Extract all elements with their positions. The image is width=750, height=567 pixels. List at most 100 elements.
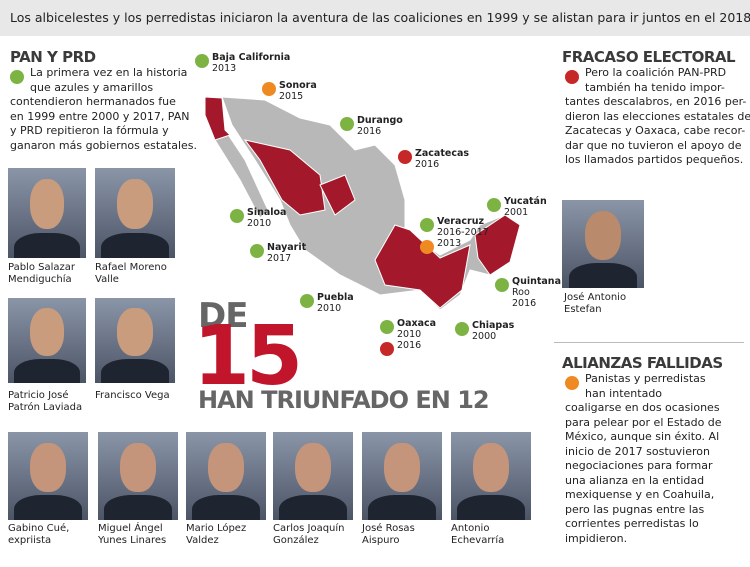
portrait-suit [368, 495, 436, 520]
portrait-face [117, 308, 153, 356]
portrait-face [120, 442, 156, 492]
portrait-face [584, 210, 622, 260]
person-name: José Antonio [564, 292, 627, 303]
map-won-state [474, 214, 521, 276]
portrait [362, 432, 442, 520]
portrait [95, 168, 175, 258]
result-icon [380, 320, 394, 334]
paragraph-line: los llamados partidos pequeños. [565, 153, 744, 166]
person-name: Valdez [186, 535, 219, 546]
portrait [186, 432, 266, 520]
person-name: Francisco Vega [95, 390, 170, 401]
state-name: Yucatán [504, 196, 547, 207]
portrait [95, 298, 175, 383]
paragraph-line: en 1999 entre 2000 y 2017, PAN [10, 109, 190, 123]
state-year: 2013 [212, 63, 237, 74]
paragraph-line: La primera vez en la historia [30, 66, 188, 79]
paragraph-line: que azules y amarillos [30, 80, 154, 94]
state-name: Nayarit [267, 242, 307, 253]
person-name: Gabino Cué, [8, 523, 70, 534]
paragraph-line: mexiquense y en Coahuila, [565, 488, 715, 501]
person-name: Patricio José [8, 390, 69, 401]
paragraph-line: dar que no tuvieron el apoyo de [565, 138, 742, 152]
portrait-face [295, 442, 331, 492]
portrait-suit [568, 263, 638, 288]
portrait-suit [279, 495, 347, 520]
handshake-icon [10, 70, 24, 84]
map-won-state [319, 174, 356, 216]
person-name: Antonio [451, 523, 490, 534]
loss-icon [565, 70, 579, 84]
portrait-face [29, 308, 65, 356]
paragraph-line: pero las pugnas entre las [565, 502, 705, 516]
portrait-suit [104, 495, 172, 520]
result-icon [495, 278, 509, 292]
right-heading-2: ALIANZAS FALLIDAS [562, 354, 723, 372]
divider [554, 342, 744, 343]
state-name: Veracruz [437, 216, 484, 227]
portrait [451, 432, 531, 520]
right-heading: FRACASO ELECTORAL [562, 48, 736, 66]
paragraph-line: inicio de 2017 sostuvieron [565, 444, 710, 458]
map-won-state [204, 96, 231, 141]
portrait [8, 168, 86, 258]
state-year: 2016 [512, 298, 537, 309]
state-year: 2001 [504, 207, 529, 218]
result-icon [195, 54, 209, 68]
state-name: Puebla [317, 292, 354, 303]
state-year: 2010 [317, 303, 342, 314]
result-icon [250, 244, 264, 258]
portrait-suit [192, 495, 260, 520]
state-year: 2000 [472, 331, 497, 342]
result-icon [420, 240, 434, 254]
state-year: 2010 [247, 218, 272, 229]
person-name: José Rosas [362, 523, 415, 534]
portrait [98, 432, 178, 520]
paragraph-line: Pero la coalición PAN-PRD [585, 66, 727, 79]
state-name: Quintana [512, 276, 561, 287]
paragraph-line: para pelear por el Estado de [565, 415, 722, 429]
paragraph-line: Zacatecas y Oaxaca, cabe recor- [565, 124, 746, 137]
state-name: Sinaloa [247, 207, 287, 218]
result-icon [262, 82, 276, 96]
state-year: 2016 [415, 159, 440, 170]
person-name: Patrón Laviada [8, 402, 83, 413]
portrait [8, 298, 86, 383]
portrait-suit [101, 359, 169, 383]
person-name: Mendiguchía [8, 274, 72, 285]
person-name: Aispuro [362, 535, 400, 546]
portrait [273, 432, 353, 520]
portrait-suit [101, 232, 169, 258]
paragraph-line: y PRD repitieron la fórmula y [10, 124, 169, 137]
paragraph-line: una alianza en la entidad [565, 473, 705, 487]
paragraph-line: México, aunque sin éxito. Al [565, 430, 720, 443]
state-name: Zacatecas [415, 148, 470, 159]
result-icon [380, 342, 394, 356]
state-name: Oaxaca [397, 318, 437, 329]
paragraph-line: contendieron hermanados fue [10, 95, 176, 108]
portrait [8, 432, 88, 520]
portrait-suit [14, 495, 82, 520]
paragraph-line: dieron las elecciones estatales de [565, 109, 750, 123]
state-name: Durango [357, 115, 403, 126]
map [204, 96, 521, 311]
paragraph-line: negociaciones para formar [565, 459, 713, 472]
paragraph-line: impidieron. [565, 531, 628, 545]
paragraph-line: también ha tenido impor- [585, 80, 725, 94]
result-icon [398, 150, 412, 164]
alliance-icon [565, 376, 579, 390]
state-year: Roo [512, 287, 530, 298]
portrait-suit [14, 359, 80, 383]
person-name: Rafael Moreno [95, 262, 167, 273]
person-name: González [273, 535, 319, 546]
person-name: Mario López [186, 523, 247, 534]
portrait-face [30, 442, 66, 492]
portrait-suit [457, 495, 525, 520]
paragraph-line: corrientes perredistas lo [565, 517, 699, 530]
portrait-face [29, 178, 65, 230]
person-name: Estefan [564, 304, 602, 315]
portrait-face [384, 442, 420, 492]
portrait [562, 200, 644, 288]
person-name: Valle [95, 274, 119, 285]
